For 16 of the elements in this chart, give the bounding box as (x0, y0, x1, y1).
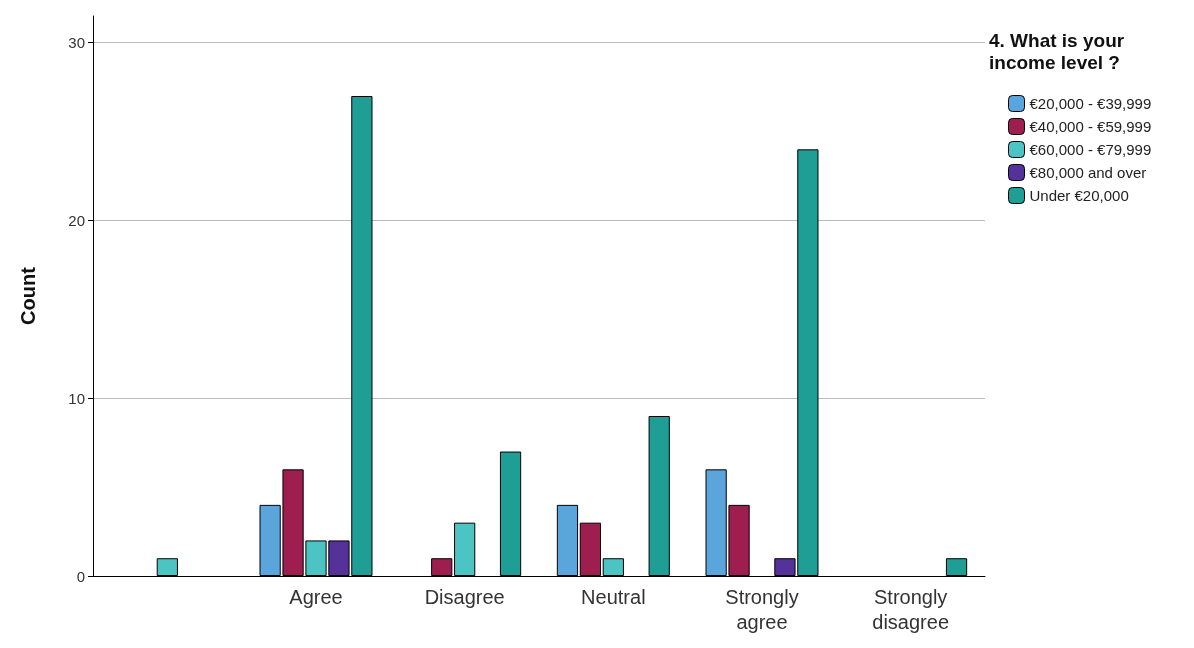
legend-label: €80,000 and over (1029, 164, 1147, 181)
x-tick-label: Strongly disagree (872, 585, 950, 633)
y-tick-label: 10 (68, 389, 85, 407)
y-tick-label: 0 (76, 567, 85, 585)
y-tick-label: 20 (68, 211, 85, 229)
x-tick-label: Disagree (424, 585, 505, 608)
x-tick-label: Agree (289, 585, 343, 608)
legend-label: €40,000 - €59,999 (1029, 118, 1152, 135)
y-axis-title: Count (17, 266, 39, 325)
x-tick-label: Neutral (581, 585, 646, 608)
x-tick-label: Strongly agree (725, 585, 799, 633)
legend-label: Under €20,000 (1029, 187, 1129, 204)
legend-label: €20,000 - €39,999 (1029, 95, 1152, 112)
y-tick-label: 30 (68, 34, 85, 52)
legend-label: €60,000 - €79,999 (1029, 141, 1152, 158)
legend-title: 4. What is your income level ? (989, 29, 1130, 73)
